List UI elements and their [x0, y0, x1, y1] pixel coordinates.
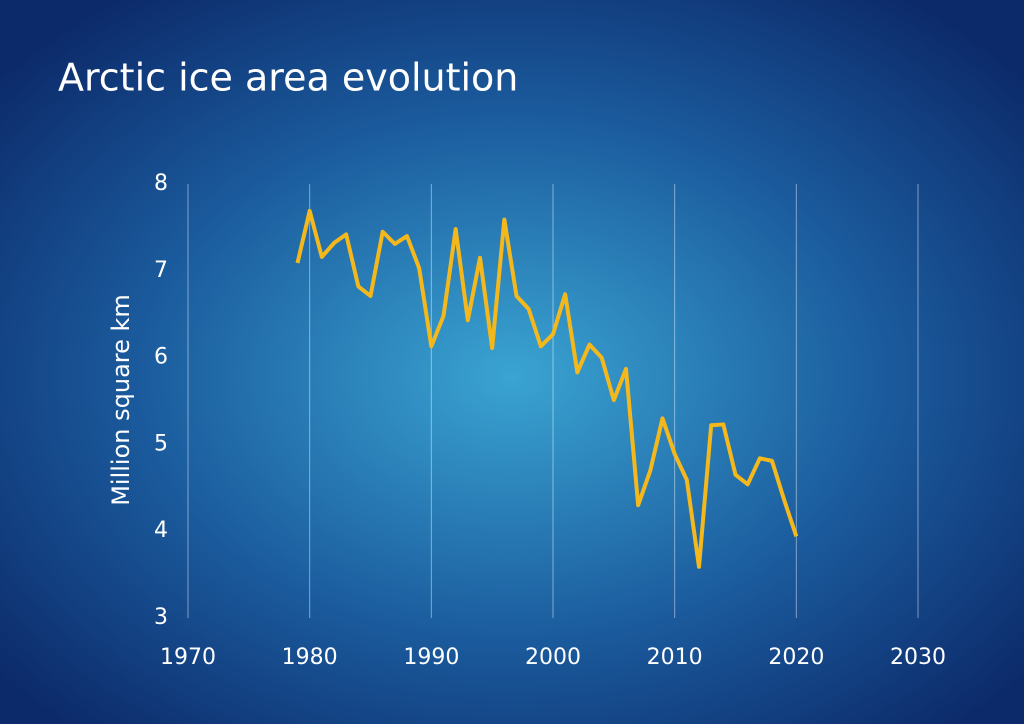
chart-title: Arctic ice area evolution: [58, 56, 518, 100]
x-tick-label: 2000: [525, 645, 581, 670]
y-axis-label: Million square km: [107, 294, 135, 506]
x-tick-label: 1980: [282, 645, 338, 670]
y-tick-label: 8: [154, 171, 168, 196]
x-tick-label: 1990: [403, 645, 459, 670]
y-tick-label: 7: [154, 258, 168, 283]
x-tick-label: 2020: [768, 645, 824, 670]
y-tick-label: 4: [154, 518, 168, 543]
data-line: [295, 208, 799, 569]
y-tick-label: 6: [154, 345, 168, 370]
y-tick-label: 3: [154, 605, 168, 630]
x-tick-label: 2030: [890, 645, 946, 670]
x-tick-label: 1970: [160, 645, 216, 670]
y-tick-label: 5: [154, 431, 168, 456]
x-tick-label: 2010: [647, 645, 703, 670]
